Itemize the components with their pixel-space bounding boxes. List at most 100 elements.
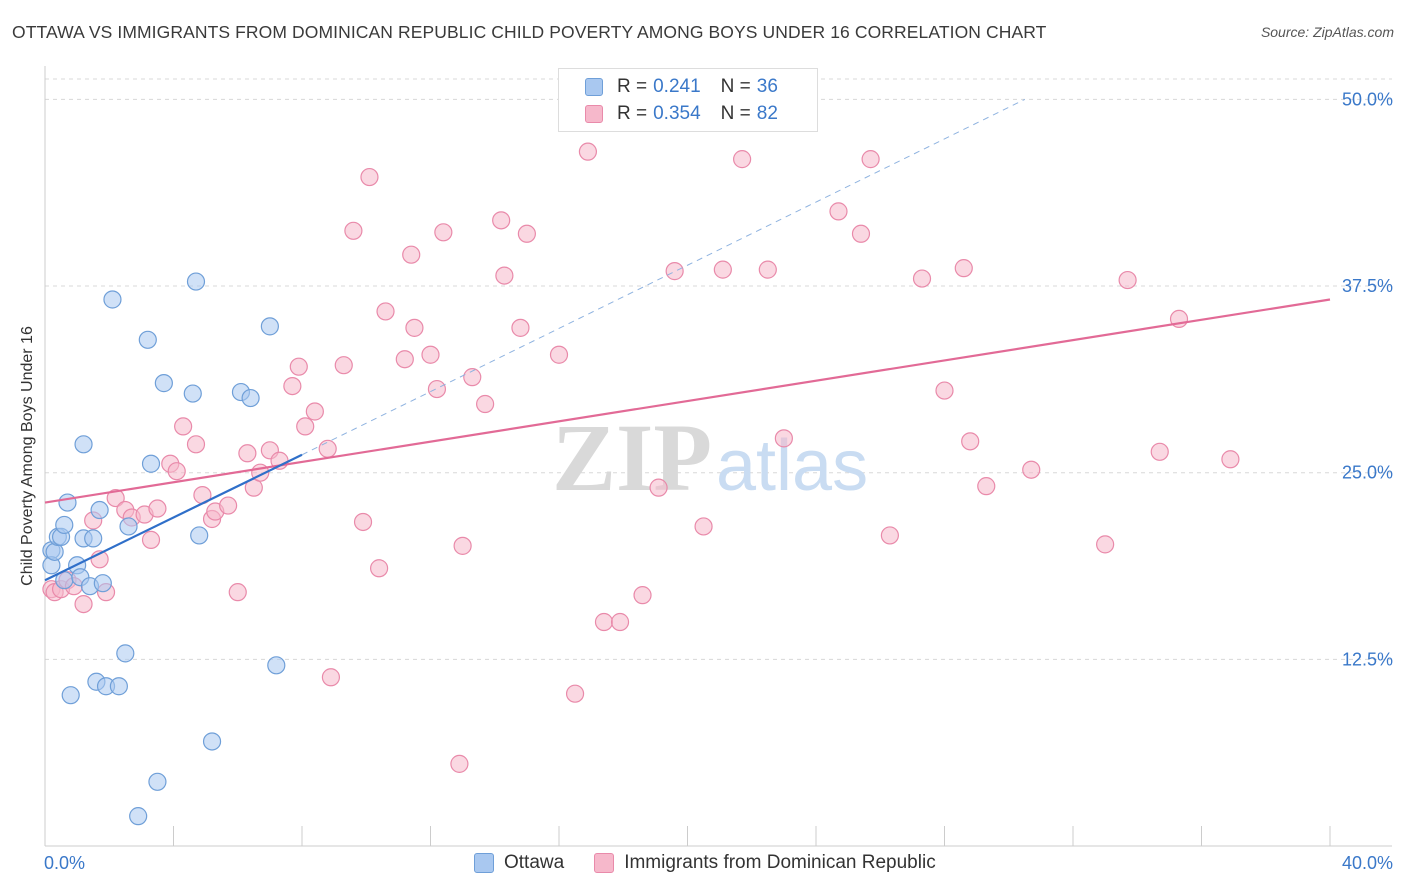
y-tick-label: 50.0% [1342, 89, 1393, 109]
dominican-point [829, 202, 848, 221]
correlation-legend: R = 0.241 N = 36 R = 0.354 N = 82 [558, 68, 818, 132]
dominican-point [880, 526, 899, 545]
ottawa-n-label: N = [720, 76, 751, 97]
dominican-legend-label: Immigrants from Dominican Republic [624, 852, 936, 873]
ottawa-point [93, 574, 112, 593]
dominican-point [427, 379, 447, 399]
dominican-n-label: N = [720, 103, 751, 124]
dominican-point [594, 612, 614, 632]
dominican-point [977, 477, 996, 496]
dominican-point [141, 530, 161, 549]
dominican-point [402, 245, 421, 264]
ottawa-trendline-extension [301, 98, 1026, 456]
dominican-point [344, 221, 363, 240]
axes [44, 66, 1392, 847]
ottawa-point [119, 517, 138, 536]
dominican-point [186, 435, 206, 454]
dominican-point [733, 150, 752, 169]
ottawa-point [260, 317, 279, 336]
dominican-point [228, 583, 247, 602]
ottawa-point [109, 677, 128, 696]
legend-row-ottawa: R = 0.241 N = 36 [585, 74, 778, 100]
legend-row-dominican: R = 0.354 N = 82 [585, 101, 778, 127]
gridlines [45, 78, 1392, 660]
ottawa-point [148, 772, 167, 791]
dominican-n-value: 82 [756, 103, 778, 124]
ottawa-r-label: R = [617, 76, 648, 97]
ottawa-point [241, 388, 260, 408]
dominican-point [395, 350, 414, 369]
dominican-point [219, 496, 238, 515]
dominican-point [610, 612, 630, 632]
legend-item-dominican[interactable]: Immigrants from Dominican Republic [594, 852, 936, 874]
dominican-point [463, 368, 482, 387]
ottawa-legend-swatch [474, 853, 494, 873]
dominican-point [148, 499, 167, 518]
dominican-point [665, 262, 684, 281]
dominican-point [434, 223, 453, 242]
dominican-point [1118, 270, 1137, 290]
ottawa-point [183, 384, 202, 403]
dominican-point [421, 345, 440, 364]
dominican-point [549, 345, 569, 364]
dominican-point [954, 259, 973, 278]
dominican-point [1150, 442, 1169, 461]
dominican-point [511, 318, 530, 337]
dominican-r-label: R = [617, 103, 648, 124]
dominican-point [633, 586, 652, 605]
dominican-point [492, 211, 511, 230]
ottawa-point [186, 272, 206, 291]
legend-item-ottawa[interactable]: Ottawa [474, 852, 564, 874]
ottawa-trendline [44, 453, 303, 582]
dominican-trendline [44, 298, 1331, 504]
dominican-point [360, 167, 379, 187]
dominican-point [296, 417, 315, 436]
dominican-swatch [585, 105, 603, 123]
dominican-point [517, 224, 536, 243]
dominican-point [405, 318, 424, 337]
ottawa-point [190, 526, 209, 545]
ottawa-legend-label: Ottawa [504, 852, 565, 873]
dominican-r-value: 0.354 [653, 103, 701, 124]
ottawa-swatch [585, 78, 603, 96]
dominican-point [238, 444, 257, 463]
ottawa-point [267, 656, 286, 675]
dominican-point [861, 150, 880, 169]
ottawa-point [55, 515, 74, 535]
dominican-point [305, 402, 324, 421]
dominican-point [713, 260, 732, 279]
dominican-point [334, 356, 353, 375]
dominican-point [935, 381, 954, 400]
dominican-point [353, 512, 373, 532]
dominican-point [453, 536, 472, 555]
dominican-point [74, 595, 93, 614]
dominican-point [851, 224, 871, 243]
ottawa-point [58, 493, 77, 512]
dominican-point [758, 260, 777, 279]
watermark: ZIP atlas [552, 404, 868, 511]
ottawa-point [129, 807, 148, 826]
dominican-legend-swatch [594, 853, 615, 873]
dominican-point [1022, 460, 1041, 479]
dominican-point [289, 357, 308, 376]
ottawa-point [141, 454, 161, 473]
dominican-point [283, 376, 302, 396]
trendlines [44, 98, 1331, 582]
dominican-point [376, 302, 395, 321]
dominican-point [565, 684, 585, 703]
ottawa-n-value: 36 [756, 76, 778, 97]
ottawa-point [202, 732, 222, 751]
dominican-point [106, 488, 125, 508]
ottawa-point [116, 644, 135, 663]
x-tick-label: 0.0% [44, 853, 85, 873]
y-axis-label: Child Poverty Among Boys Under 16 [19, 326, 36, 586]
ottawa-point [90, 500, 109, 520]
dominican-point [476, 394, 495, 414]
dominican-point [694, 517, 713, 536]
x-tick-label: 40.0% [1342, 853, 1393, 873]
ottawa-point [154, 374, 173, 393]
y-tick-label: 25.0% [1342, 463, 1393, 483]
y-tick-label: 37.5% [1342, 276, 1393, 296]
dominican-point [1096, 535, 1115, 554]
